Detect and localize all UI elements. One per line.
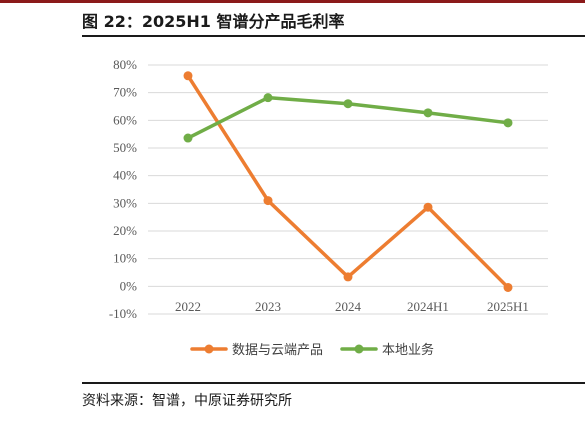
- data-point: [503, 282, 513, 292]
- data-point: [343, 99, 353, 109]
- source-note: 资料来源：智谱，中原证券研究所: [82, 393, 292, 409]
- y-tick-label: 10%: [113, 251, 137, 266]
- data-point: [423, 108, 433, 118]
- top-accent-rule: [0, 0, 585, 3]
- figure-title: 图 22：2025H1 智谱分产品毛利率: [82, 12, 345, 31]
- data-point: [423, 202, 433, 212]
- data-point: [183, 133, 193, 143]
- legend-swatch-marker: [354, 344, 364, 354]
- data-point: [263, 196, 273, 206]
- legend-swatch-marker: [204, 344, 214, 354]
- data-point: [503, 118, 513, 128]
- y-tick-label: 40%: [113, 168, 137, 183]
- x-tick-label: 2024: [335, 299, 362, 314]
- legend-label: 数据与云端产品: [232, 343, 323, 358]
- x-tick-label: 2022: [175, 299, 201, 314]
- legend: 数据与云端产品 本地业务: [190, 342, 434, 358]
- y-tick-label: 80%: [113, 57, 137, 72]
- x-tick-label: 2025H1: [487, 299, 529, 314]
- y-axis-ticks: -10% 0% 10% 20% 30% 40% 50% 60% 70% 80%: [109, 57, 137, 321]
- x-tick-label: 2024H1: [407, 299, 449, 314]
- y-tick-label: 50%: [113, 140, 137, 155]
- series-points: [183, 71, 513, 292]
- y-tick-label: 20%: [113, 223, 137, 238]
- y-tick-label: 30%: [113, 195, 137, 210]
- legend-label: 本地业务: [382, 342, 434, 358]
- data-point: [263, 93, 273, 103]
- x-axis-ticks: 2022 2023 2024 2024H1 2025H1: [175, 299, 529, 314]
- x-tick-label: 2023: [255, 299, 281, 314]
- y-tick-label: 60%: [113, 112, 137, 127]
- data-point: [183, 71, 193, 81]
- title-divider: [82, 35, 585, 37]
- source-divider: [82, 382, 585, 384]
- y-tick-label: 0%: [120, 278, 138, 293]
- y-tick-label: -10%: [109, 306, 137, 321]
- data-point: [343, 272, 353, 282]
- y-tick-label: 70%: [113, 85, 137, 100]
